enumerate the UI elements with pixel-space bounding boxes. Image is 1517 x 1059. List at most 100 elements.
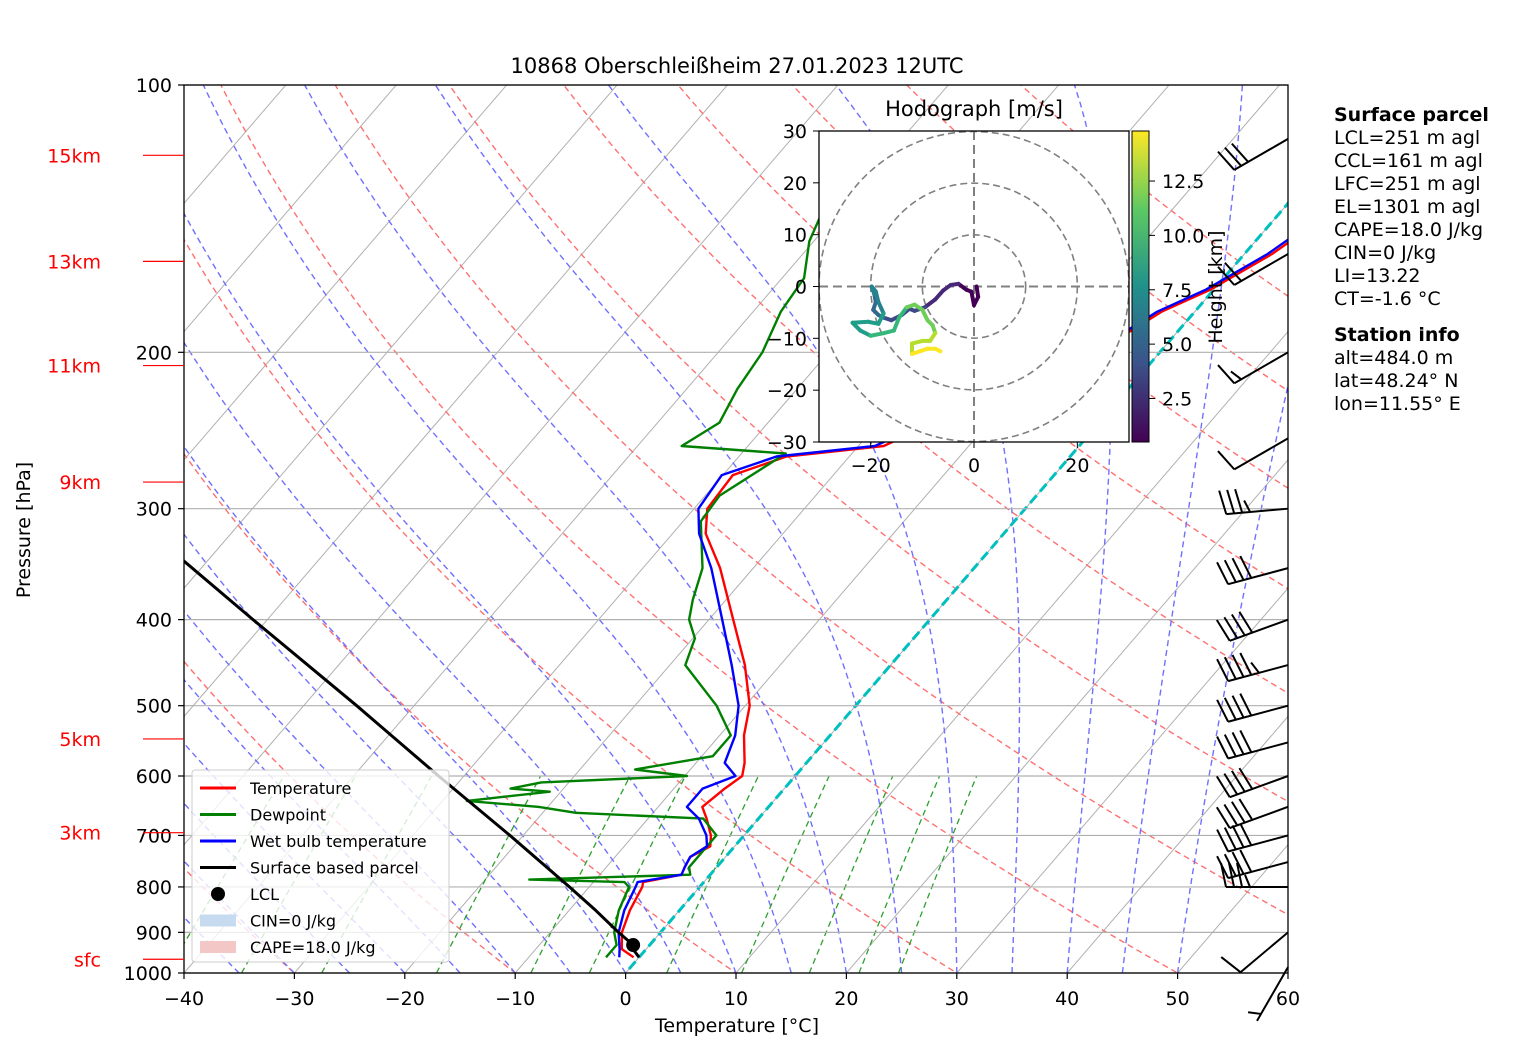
- x-tick-label: 10: [724, 988, 748, 1010]
- x-tick-label: −20: [385, 988, 425, 1010]
- wind-barb-feather: [1231, 654, 1245, 678]
- wind-barb-feather: [1231, 770, 1246, 793]
- y-axis-label: Pressure [hPa]: [13, 462, 35, 598]
- isotherm: [1066, 715, 1288, 973]
- isotherm: [184, 85, 508, 461]
- x-axis-ticks: −40 −30 −20 −10 0 10 20 30 40 50 60: [164, 973, 1300, 1010]
- legend-label: LCL: [250, 885, 279, 904]
- wind-barb: [1217, 138, 1289, 171]
- mixing-ratio-line: [808, 775, 894, 973]
- wind-barb-feather: [1250, 661, 1260, 674]
- hodograph-y-tick-label: 0: [795, 277, 807, 299]
- isotherm: [184, 85, 397, 333]
- isotherm: [184, 85, 729, 718]
- wind-barb-feather: [1223, 853, 1237, 877]
- wind-barb-feather: [1230, 370, 1242, 381]
- wind-barb-feather: [1224, 146, 1242, 167]
- wind-barb: [1215, 798, 1289, 830]
- wind-barb: [1247, 966, 1289, 1022]
- wind-barb-feather: [1247, 1011, 1262, 1015]
- wind-barb: [1216, 849, 1289, 880]
- hodograph-x-tick-label: 20: [1065, 455, 1089, 477]
- y-tick-label: 700: [136, 825, 172, 847]
- wind-barb-feather: [1216, 829, 1230, 852]
- wind-barb-shaft: [1256, 966, 1289, 1022]
- wind-barb-feather: [1231, 695, 1245, 719]
- wind-barb-feather: [1223, 559, 1237, 583]
- info-line: lon=11.55° E: [1334, 393, 1461, 415]
- mixing-ratio-line: [435, 775, 542, 973]
- hodograph-segment: [969, 289, 976, 308]
- wind-barb-shaft: [1229, 775, 1289, 799]
- height-label: 9km: [59, 472, 101, 494]
- hodograph-segment: [891, 315, 902, 333]
- wind-barb-shaft: [1229, 618, 1289, 642]
- wind-barb-feather: [1223, 616, 1239, 639]
- wind-barb-shaft: [1227, 741, 1289, 760]
- y-tick-label: 100: [136, 75, 172, 97]
- isotherm: [845, 459, 1288, 973]
- hodograph-segment: [897, 305, 909, 320]
- wind-barb-feather: [1218, 490, 1228, 515]
- series-dewpoint-line: [465, 138, 859, 959]
- legend-box: [191, 769, 450, 963]
- wind-barb-feather: [1238, 767, 1254, 790]
- mixing-ratio-line: [897, 775, 978, 973]
- wind-barb-feather: [1231, 851, 1245, 875]
- wind-barb-feather: [1215, 806, 1231, 829]
- wind-barb: [1216, 822, 1289, 853]
- moist-adiabat: [184, 609, 516, 973]
- mixing-ratio-line: [530, 775, 631, 973]
- isotherm: [514, 85, 1281, 973]
- moist-adiabat: [1176, 382, 1288, 973]
- wind-barb: [1217, 351, 1289, 385]
- moist-adiabat: [1121, 85, 1244, 973]
- wind-barb-feather: [1217, 150, 1236, 171]
- colorbar-tick-label: 10.0: [1162, 225, 1204, 247]
- wind-barb-shaft: [1227, 567, 1289, 586]
- info-line: LCL=251 m agl: [1334, 127, 1480, 149]
- info-line: EL=1301 m agl: [1334, 196, 1480, 218]
- moist-adiabat: [607, 85, 958, 973]
- wind-barb-feather: [1239, 652, 1253, 676]
- wind-barb-feather: [1220, 956, 1242, 974]
- colorbar-tick-label: 5.0: [1162, 334, 1192, 356]
- wind-barb: [1216, 555, 1289, 586]
- hodograph-segment: [876, 300, 886, 316]
- wind-barb: [1215, 767, 1289, 799]
- wind-barb-feather: [1223, 827, 1237, 850]
- y-tick-label: 400: [136, 610, 172, 632]
- dry-adiabat: [220, 85, 1180, 973]
- colorbar: [1131, 130, 1150, 443]
- wind-barb-shaft: [1226, 507, 1289, 516]
- height-label: 5km: [59, 729, 101, 751]
- dry-adiabat: [334, 85, 1288, 916]
- info-line: CAPE=18.0 J/kg: [1334, 219, 1483, 241]
- info-line: CT=-1.6 °C: [1334, 288, 1441, 310]
- mixing-ratio-line: [741, 775, 830, 973]
- y-tick-label: 500: [136, 696, 172, 718]
- moist-adiabat: [304, 85, 848, 973]
- wind-barb-shaft: [1227, 834, 1289, 853]
- colorbar-tick-label: 7.5: [1162, 280, 1192, 302]
- wind-barb-feather: [1217, 266, 1236, 286]
- moist-adiabat: [1066, 85, 1113, 973]
- y-tick-label: 200: [136, 342, 172, 364]
- wind-barb-feather: [1238, 798, 1254, 821]
- wind-barb: [1217, 253, 1289, 286]
- legend: Temperature Dewpoint Wet bulb temperature S…: [191, 769, 450, 963]
- wind-barb-feather: [1244, 874, 1251, 888]
- moist-adiabat: [434, 85, 903, 973]
- hodograph-y-tick-label: −20: [767, 380, 807, 402]
- wind-barb-feather: [1231, 613, 1246, 636]
- info-heading: Surface parcel: [1334, 104, 1489, 126]
- height-labels: 15km 13km 11km 9km 5km 3km sfc: [47, 145, 184, 971]
- wind-barb-feather: [1215, 775, 1231, 798]
- hodograph-x-tick-label: −20: [851, 455, 891, 477]
- moist-adiabat: [184, 341, 682, 973]
- hodograph-y-tick-label: 30: [783, 121, 807, 143]
- dry-adiabat: [677, 85, 1288, 590]
- y-tick-label: 600: [136, 766, 172, 788]
